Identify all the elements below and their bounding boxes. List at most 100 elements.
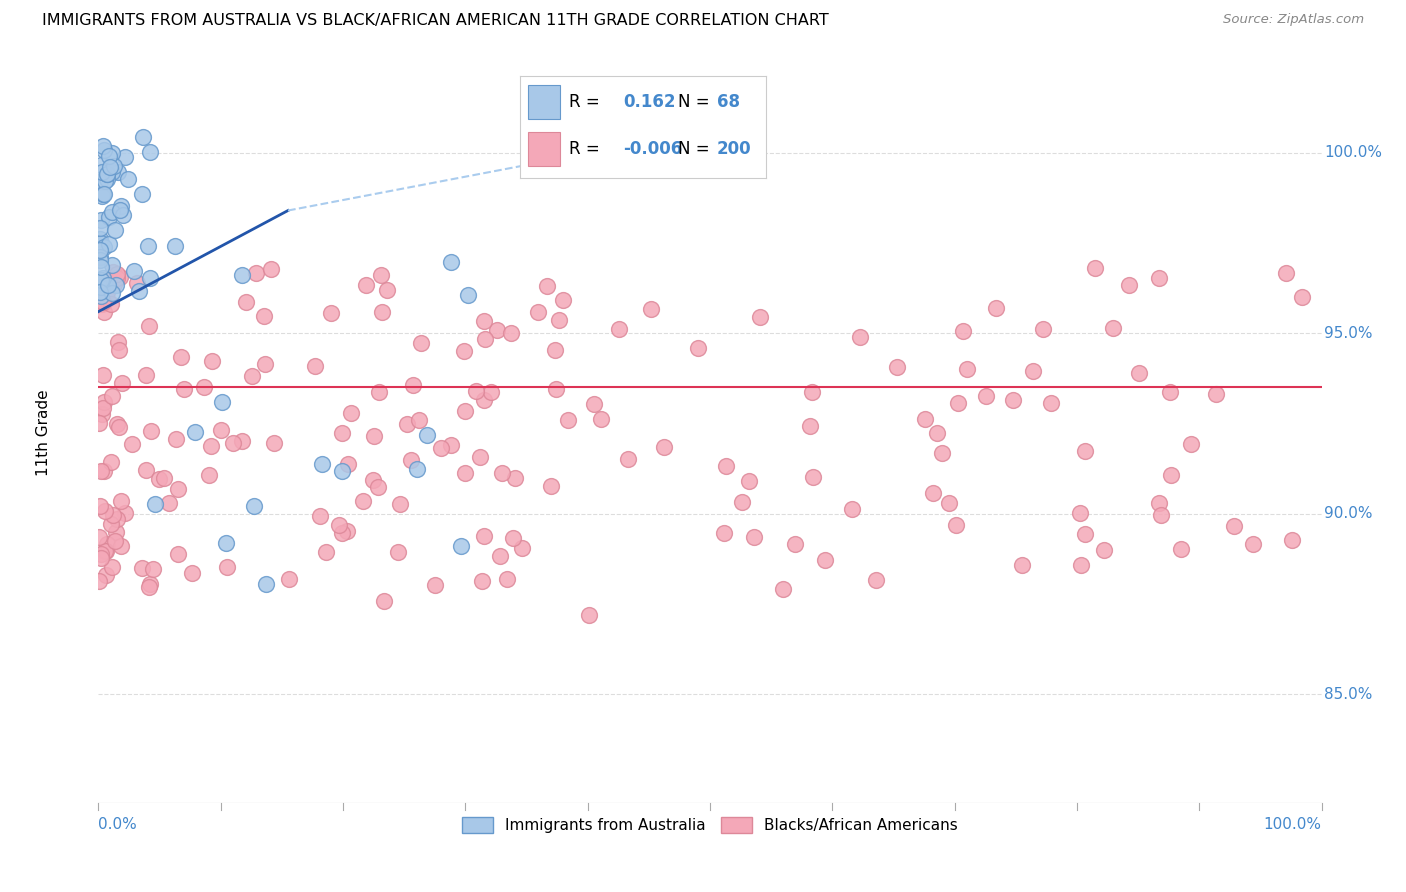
Point <box>408 413 430 427</box>
Point <box>107 164 129 178</box>
Point <box>96 537 118 551</box>
Point <box>96 171 118 186</box>
Point <box>94 174 117 188</box>
Point <box>90 547 112 561</box>
Point <box>89 243 111 257</box>
Point <box>1160 467 1182 482</box>
Point <box>139 425 162 439</box>
Point <box>785 537 807 551</box>
Point <box>914 411 936 425</box>
Point <box>101 146 124 161</box>
Point <box>209 423 232 437</box>
Point <box>749 310 772 325</box>
Point <box>165 432 187 446</box>
Point <box>107 335 129 350</box>
Point <box>101 265 124 279</box>
Point <box>153 470 176 484</box>
Point <box>849 330 872 344</box>
Point <box>367 480 389 494</box>
Point <box>1180 437 1202 451</box>
Point <box>546 382 568 396</box>
Point <box>138 577 160 591</box>
Point <box>640 302 662 317</box>
Point <box>439 438 461 452</box>
Point <box>1070 558 1092 572</box>
Point <box>93 270 115 285</box>
Point <box>505 471 527 485</box>
Point <box>96 293 118 307</box>
Point <box>1291 290 1313 304</box>
Point <box>945 517 967 532</box>
Point <box>94 278 117 293</box>
Point <box>814 553 837 567</box>
Point <box>136 239 159 253</box>
Point <box>105 512 128 526</box>
Point <box>1149 271 1171 285</box>
Point <box>453 404 475 418</box>
Point <box>198 468 221 483</box>
Point <box>90 551 112 566</box>
Point <box>1032 322 1054 336</box>
Point <box>356 277 378 292</box>
Point <box>245 266 267 280</box>
Text: N =: N = <box>678 140 709 158</box>
Point <box>163 238 186 252</box>
Point <box>772 582 794 596</box>
Bar <box>527 132 560 166</box>
Point <box>489 549 512 564</box>
Text: 0.162: 0.162 <box>623 93 676 111</box>
Point <box>714 458 737 473</box>
Point <box>319 306 342 320</box>
Point <box>93 187 115 202</box>
Text: R =: R = <box>569 93 600 111</box>
Point <box>713 525 735 540</box>
Point <box>93 464 115 478</box>
Point <box>1074 527 1097 541</box>
Point <box>100 559 122 574</box>
Point <box>922 485 945 500</box>
Point <box>328 518 350 533</box>
Point <box>472 314 495 328</box>
Point <box>138 318 160 333</box>
Point <box>139 271 162 285</box>
Point <box>399 453 422 467</box>
Text: 0.0%: 0.0% <box>98 817 138 832</box>
Point <box>607 322 630 336</box>
Point <box>103 159 125 173</box>
Point <box>89 574 111 588</box>
Point <box>91 407 114 421</box>
Text: N =: N = <box>678 93 709 111</box>
Point <box>389 498 412 512</box>
Point <box>104 525 127 540</box>
Point <box>110 494 132 508</box>
Point <box>89 416 111 430</box>
Point <box>1223 519 1246 533</box>
Point <box>1011 558 1033 572</box>
Point <box>108 343 131 358</box>
Point <box>496 572 519 586</box>
Text: 95.0%: 95.0% <box>1324 326 1372 341</box>
Point <box>277 572 299 586</box>
Point <box>1001 393 1024 408</box>
Point <box>101 286 124 301</box>
Point <box>101 508 124 523</box>
Point <box>536 279 558 293</box>
Point <box>96 167 118 181</box>
Point <box>553 293 575 308</box>
Text: 11th Grade: 11th Grade <box>37 389 51 476</box>
Point <box>371 305 394 319</box>
Point <box>491 467 513 481</box>
Point <box>464 384 486 398</box>
Point <box>111 208 134 222</box>
Point <box>363 429 385 443</box>
Point <box>167 548 190 562</box>
Point <box>117 171 139 186</box>
Point <box>184 425 207 439</box>
Point <box>330 526 353 541</box>
Point <box>1084 261 1107 276</box>
Point <box>1159 385 1181 400</box>
Point <box>1281 533 1303 548</box>
Point <box>103 277 125 292</box>
Point <box>94 544 117 558</box>
Point <box>540 479 562 493</box>
